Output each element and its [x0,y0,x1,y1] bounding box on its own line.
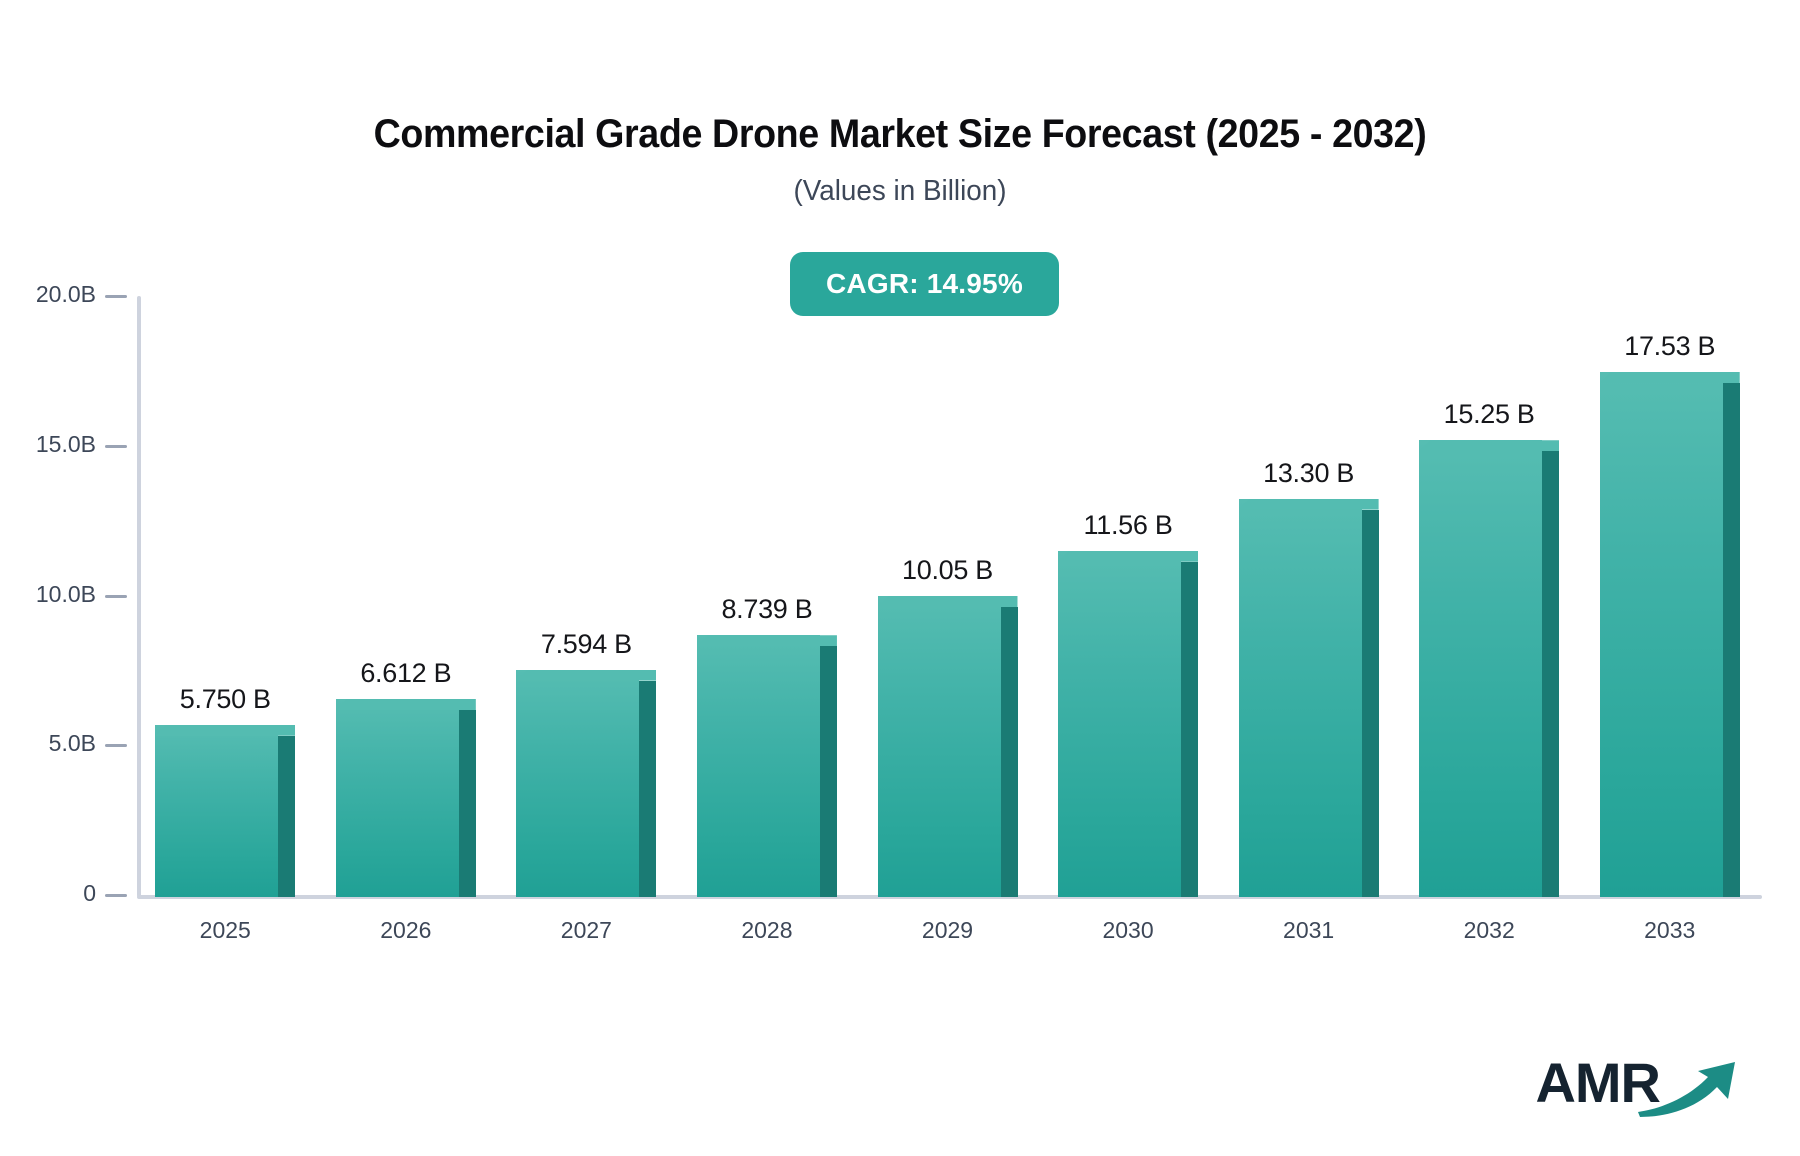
bar-top-face [1058,550,1199,562]
x-axis-category-label: 2028 [741,917,793,943]
bar-value-label: 17.53 B [1624,330,1716,361]
amr-logo: AMR [1535,1048,1742,1118]
bar-value-label: 10.05 B [902,555,993,586]
chart-subtitle: (Values in Billion) [793,174,1007,207]
y-axis-tick [105,594,127,598]
bar-side-face [1722,382,1740,897]
x-axis-category-label: 2033 [1644,917,1696,943]
bar-column[interactable]: 5.750 B 2025 [155,684,296,943]
cagr-badge: CAGR: 14.95% [790,252,1059,316]
bar-top-face [696,635,837,647]
bar-top-face [1599,371,1740,383]
y-axis-tick [105,295,127,298]
bar-front-face [1599,371,1723,897]
bar-side-face [1361,509,1379,897]
bar-side-face [639,680,657,897]
bar-value-label: 7.594 B [540,628,632,659]
bar-value-label: 13.30 B [1263,457,1355,488]
bar-column[interactable]: 17.53 B 2033 [1599,331,1740,943]
y-axis-tick-label: 20.0B [35,281,96,307]
bar-top-face [516,669,657,681]
bar-value-label: 11.56 B [1083,509,1173,540]
x-axis-category-label: 2031 [1283,917,1335,943]
bar-column[interactable]: 8.739 B 2028 [696,594,837,943]
x-axis-category-label: 2029 [921,917,974,943]
bar-3d-shape [1599,371,1740,897]
bar-3d-shape [696,635,837,897]
y-axis-line [137,296,141,897]
bar-side-face [458,709,476,897]
bar-3d-shape [877,596,1018,897]
bar-top-face [877,596,1018,608]
bar-value-label: 5.750 B [179,683,271,714]
bar-front-face [1238,498,1362,897]
amr-wordmark: AMR [1535,1051,1661,1114]
x-axis-category-label: 2025 [199,917,251,943]
bar-front-face [877,596,1001,897]
x-axis-category-label: 2026 [380,917,432,943]
bar-value-label: 8.739 B [721,594,813,625]
bar-top-face [335,698,476,710]
bar-column[interactable]: 11.56 B 2030 [1058,510,1199,943]
y-axis-tick [105,894,127,897]
y-axis-tick [105,744,127,748]
bar-front-face [335,698,459,897]
bar-front-face [1419,440,1543,897]
bar-3d-shape [1238,498,1379,897]
y-axis-tick-label: 0 [83,880,96,906]
bar-side-face [1000,607,1018,897]
page-title: Commercial Grade Drone Market Size Forec… [373,112,1427,156]
bar-side-face [819,646,837,897]
bar-side-face [1542,451,1560,897]
bar-value-label: 6.612 B [360,657,452,688]
y-axis-tick-label: 5.0B [48,730,96,757]
bar-front-face [1058,550,1182,897]
bar-3d-shape [516,669,657,897]
bar-series: 5.750 B 2025 6.612 B 2026 7.594 B 2027 8.739 B… [137,0,1762,1156]
bar-front-face [696,635,820,897]
bar-3d-shape [335,698,476,897]
y-axis-tick [105,444,127,448]
x-axis-category-label: 2030 [1102,917,1154,943]
x-axis-category-label: 2027 [560,917,612,943]
y-axis-tick-label: 15.0B [35,430,96,457]
bar-value-label: 15.25 B [1443,399,1535,430]
bar-front-face [155,724,279,897]
bar-3d-shape [155,724,296,897]
x-axis-line [137,895,1762,899]
bar-column[interactable]: 7.594 B 2027 [516,629,657,943]
bar-column[interactable]: 13.30 B 2031 [1238,458,1379,943]
bar-column[interactable]: 10.05 B 2029 [877,555,1018,943]
y-axis-tick-label: 10.0B [35,580,96,607]
bar-top-face [1238,498,1379,510]
growth-arrow-icon [1638,1062,1735,1117]
title-block: Commercial Grade Drone Market Size Forec… [0,112,1800,208]
bar-3d-shape [1419,440,1560,897]
bar-top-face [155,724,296,736]
bar-front-face [516,669,640,897]
bar-top-face [1419,440,1560,452]
x-axis-category-label: 2032 [1463,917,1515,943]
bar-side-face [278,735,296,897]
bar-column[interactable]: 6.612 B 2026 [335,658,476,943]
bar-side-face [1181,561,1199,897]
bar-column[interactable]: 15.25 B 2032 [1419,399,1560,943]
bar-3d-shape [1058,550,1199,897]
